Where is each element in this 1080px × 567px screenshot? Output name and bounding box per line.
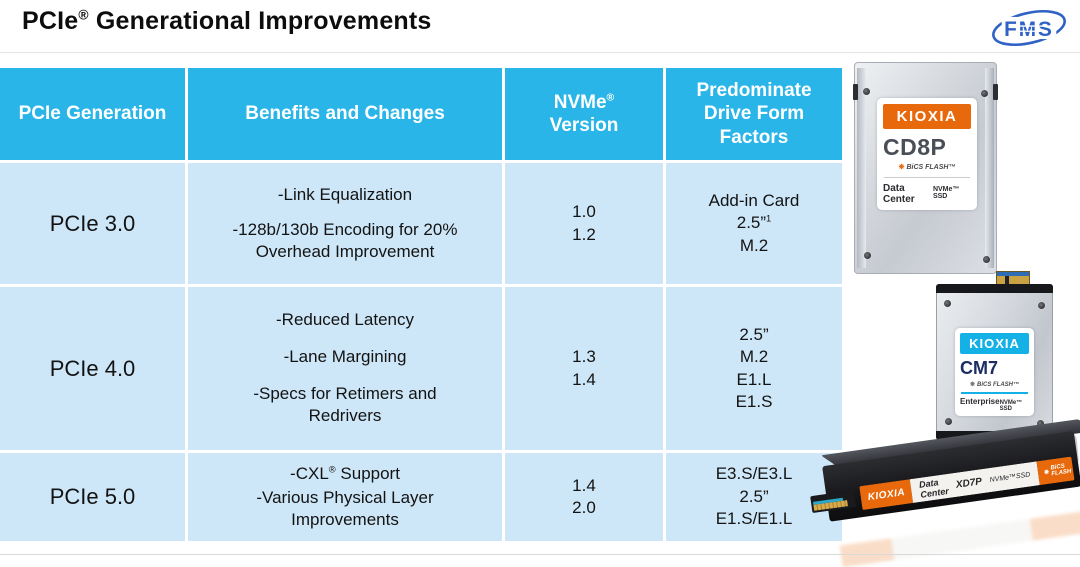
- fms-logo-text: FMS: [1004, 18, 1054, 41]
- kioxia-logo: KIOXIA: [960, 333, 1029, 354]
- footer-divider: [0, 554, 1080, 555]
- cell-line: -128b/130b Encoding for 20% Overhead Imp…: [232, 219, 458, 261]
- cm7-label: KIOXIA CM7 ❋ BiCS FLASH™ Enterprise NVMe…: [955, 328, 1034, 416]
- cm7-drive-image: KIOXIA CM7 ❋ BiCS FLASH™ Enterprise NVMe…: [936, 271, 1053, 440]
- benefits-cell-pcie5: -CXL® Support -Various Physical Layer Imp…: [188, 453, 502, 541]
- benefits-cell-pcie4: -Reduced Latency -Lane Margining -Specs fo…: [188, 287, 502, 450]
- title-divider: [0, 52, 1080, 53]
- cd8p-mount-tab: [853, 84, 858, 100]
- cell-line: -Link Equalization: [277, 184, 413, 204]
- xd7p-reflection: [839, 510, 1080, 567]
- nvme-version-cell-pcie5: 1.4 2.0: [505, 453, 663, 541]
- cell-line: 1.4: [572, 369, 596, 389]
- bics-flash-icon: ❋: [1043, 469, 1050, 476]
- form-factor-cell-pcie5: E3.S/E3.L 2.5” E1.S/E1.L: [666, 453, 842, 541]
- bics-flash-icon: ❋: [969, 382, 976, 388]
- fms-logo: FMS: [990, 6, 1068, 50]
- cell-line: 2.5”1: [736, 213, 772, 233]
- cd8p-left-rail: [857, 68, 866, 268]
- screw-icon: [1038, 302, 1045, 309]
- page-title: PCIe® Generational Improvements: [22, 7, 432, 35]
- bics-flash-row: ❋ BiCS FLASH™: [969, 381, 1020, 389]
- cell-line: -Specs for Retimers and Redrivers: [253, 383, 437, 426]
- cd8p-mount-tab: [993, 84, 998, 100]
- xd7p-drive-image: KIOXIA Data Center XD7P NVMe™SSD ❋ BiCS …: [810, 419, 1080, 567]
- screw-icon: [983, 256, 990, 263]
- cm7-connector-notch: [1005, 276, 1009, 286]
- bics-flash-row: ❋ BiCS FLASH™: [898, 163, 956, 172]
- cell-line: -Various Physical Layer Improvements: [256, 487, 434, 529]
- cell-line: -Reduced Latency: [276, 310, 414, 330]
- cell-line: E1.L: [736, 369, 772, 389]
- cm7-connector-pcb: [997, 272, 1029, 276]
- cell-line: E1.S: [735, 391, 773, 411]
- kioxia-logo: KIOXIA: [883, 104, 971, 129]
- bics-flash-badge: ❋ BiCS FLASH: [1036, 456, 1075, 486]
- cell-line: 2.5”: [739, 324, 769, 344]
- header-benefits-changes: Benefits and Changes: [188, 68, 502, 160]
- header-nvme-version: NVMe® Version: [505, 68, 663, 160]
- generation-cell-pcie3: PCIe 3.0: [0, 163, 185, 284]
- cell-line: -Lane Margining: [283, 347, 407, 367]
- screw-icon: [864, 252, 871, 259]
- label-divider: [961, 392, 1028, 394]
- screw-icon: [945, 418, 952, 425]
- fms-logo-icon: FMS: [992, 9, 1066, 47]
- screw-icon: [981, 90, 988, 97]
- cm7-model-text: CM7: [960, 358, 999, 378]
- cell-line: 2.0: [572, 498, 596, 517]
- generation-cell-pcie5: PCIe 5.0: [0, 453, 185, 541]
- screw-icon: [944, 300, 951, 307]
- cd8p-segment-row: Data Center NVMe™ SSD: [883, 183, 960, 205]
- form-factor-cell-pcie4: 2.5” M.2 E1.L E1.S: [666, 287, 842, 450]
- benefits-cell-pcie3: -Link Equalization -128b/130b Encoding fo…: [188, 163, 502, 284]
- xd7p-drive-body: KIOXIA Data Center XD7P NVMe™SSD ❋ BiCS …: [810, 419, 1080, 522]
- cell-line: 1.3: [572, 347, 596, 367]
- label-divider: [884, 177, 970, 178]
- header-pcie-generation: PCIe Generation: [0, 68, 185, 160]
- xd7p-model-text: XD7P: [955, 475, 983, 491]
- nvme-version-cell-pcie3: 1.0 1.2: [505, 163, 663, 284]
- cell-line: -CXL® Support: [290, 463, 400, 483]
- form-factor-cell-pcie3: Add-in Card 2.5”1 M.2: [666, 163, 842, 284]
- cd8p-model-text: CD8P: [883, 134, 947, 160]
- cd8p-drive-image: KIOXIA CD8P ❋ BiCS FLASH™ Data Center NV…: [853, 62, 998, 274]
- cell-line: M.2: [739, 235, 769, 255]
- header-form-factors: Predominate Drive Form Factors: [666, 68, 842, 160]
- cell-line: Add-in Card: [708, 190, 800, 210]
- cell-line: 1.4: [572, 475, 596, 495]
- nvme-version-cell-pcie4: 1.3 1.4: [505, 287, 663, 450]
- cell-line: M.2: [739, 347, 769, 367]
- screw-icon: [863, 88, 870, 95]
- cell-line: E1.S/E1.L: [715, 509, 793, 529]
- cell-line: E3.S/E3.L: [715, 464, 793, 484]
- cd8p-label: KIOXIA CD8P ❋ BiCS FLASH™ Data Center NV…: [877, 98, 977, 210]
- bics-flash-icon: ❋: [898, 164, 905, 171]
- pcie-generations-table: PCIe Generation Benefits and Changes NVM…: [0, 68, 842, 541]
- cell-line: 1.0: [572, 202, 596, 222]
- cd8p-right-rail: [985, 68, 994, 268]
- cm7-top-band: [936, 284, 1053, 293]
- cm7-segment-row: Enterprise NVMe™ SSD: [960, 397, 1023, 412]
- generation-cell-pcie4: PCIe 4.0: [0, 287, 185, 450]
- cell-line: 2.5”: [739, 486, 769, 506]
- cell-line: 1.2: [572, 224, 596, 244]
